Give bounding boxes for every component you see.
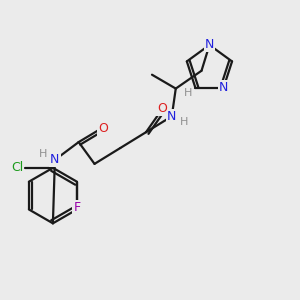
Text: Cl: Cl: [11, 161, 23, 174]
Text: O: O: [98, 122, 108, 135]
Text: H: H: [179, 117, 188, 127]
Text: N: N: [219, 82, 228, 94]
Text: O: O: [157, 102, 167, 115]
Text: F: F: [74, 201, 80, 214]
Text: N: N: [205, 38, 214, 52]
Text: H: H: [39, 149, 47, 159]
Text: H: H: [184, 88, 192, 98]
Text: N: N: [167, 110, 176, 123]
Text: N: N: [50, 153, 60, 167]
